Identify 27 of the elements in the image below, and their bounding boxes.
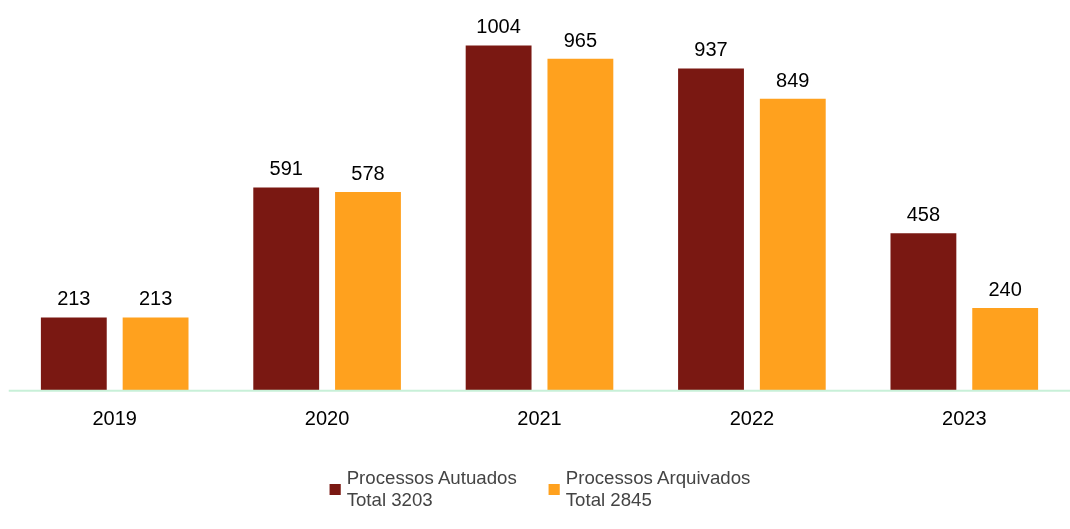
legend-label: Processos Autuados Total 3203	[346, 467, 517, 511]
data-label: 578	[351, 161, 385, 184]
bar	[253, 187, 320, 391]
data-label: 213	[138, 287, 173, 310]
legend-label: Processos Arquivados Total 2845	[565, 467, 751, 511]
data-label: 849	[776, 68, 810, 91]
bar	[40, 317, 107, 391]
bar	[972, 308, 1039, 391]
bar	[122, 317, 189, 391]
bar	[465, 45, 532, 391]
x-tick-label: 2022	[729, 406, 775, 429]
x-tick-label: 2020	[304, 406, 350, 429]
data-label: 965	[563, 28, 598, 51]
data-label: 213	[57, 287, 91, 310]
bar	[335, 191, 401, 391]
data-label: 458	[906, 203, 941, 226]
bar	[759, 98, 826, 391]
bar	[547, 58, 614, 391]
bar	[890, 233, 957, 391]
x-tick-label: 2021	[517, 406, 562, 429]
x-tick-label: 2019	[92, 406, 137, 429]
data-label: 240	[988, 278, 1022, 301]
x-tick-label: 2023	[942, 406, 987, 429]
data-label: 591	[269, 157, 303, 180]
data-label: 937	[694, 38, 728, 61]
bar	[678, 68, 744, 391]
data-label: 1004	[476, 15, 521, 38]
